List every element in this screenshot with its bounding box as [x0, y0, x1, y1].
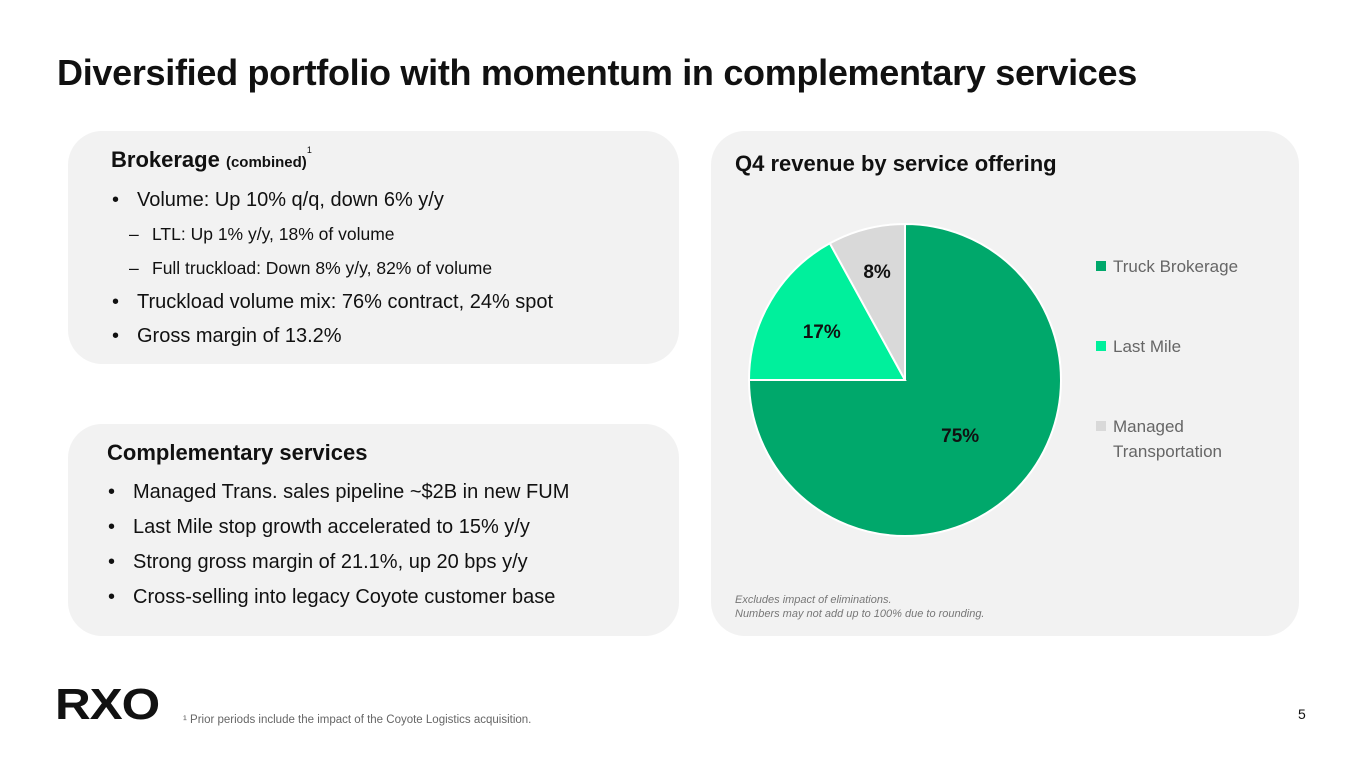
- data-label-last-mile: 17%: [803, 322, 841, 343]
- footnote: ¹ Prior periods include the impact of th…: [183, 714, 532, 726]
- page-title: Diversified portfolio with momentum in c…: [57, 52, 1137, 93]
- services-item-cross-selling: Cross-selling into legacy Coyote custome…: [108, 582, 569, 617]
- pie-slices: [747, 222, 1062, 537]
- brokerage-subitem-ltl: LTL: Up 1% y/y, 18% of volume: [112, 220, 553, 254]
- chart-legend: Truck Brokerage Last Mile Managed Transport…: [1096, 257, 1238, 461]
- pie-slice-truck-brokerage: [747, 222, 1062, 537]
- chart-title: Q4 revenue by service offering: [735, 151, 1057, 176]
- legend-label-last-mile: Last Mile: [1113, 337, 1181, 356]
- legend-swatch-truck-brokerage: [1096, 261, 1106, 271]
- legend-swatch-last-mile: [1096, 341, 1106, 351]
- brokerage-subitem-truckload: Full truckload: Down 8% y/y, 82% of volu…: [112, 254, 553, 288]
- legend-swatch-managed-transportation: [1096, 421, 1106, 431]
- brokerage-heading-label: Brokerage: [111, 147, 220, 172]
- pie-slice-last-mile: [747, 241, 907, 381]
- data-label-truck-brokerage: 75%: [941, 426, 979, 447]
- page-number: 5: [1298, 706, 1306, 722]
- legend-label-truck-brokerage: Truck Brokerage: [1113, 257, 1238, 276]
- pie-chart: Q4 revenue by service offering 75%17%8% …: [735, 151, 1238, 620]
- complementary-services-card: Complementary services Managed Trans. sa…: [68, 424, 679, 636]
- brokerage-list: Volume: Up 10% q/q, down 6% y/y LTL: Up …: [112, 186, 553, 356]
- legend-label-managed-transportation: Managed Transportation: [1113, 417, 1222, 461]
- pie-labels: 75% 17% 8%: [803, 262, 980, 447]
- brokerage-item-volume-mix: Truckload volume mix: 76% contract, 24% …: [112, 288, 553, 322]
- logo-text: RXO: [55, 683, 159, 723]
- brokerage-heading: Brokerage (combined)1: [111, 145, 312, 173]
- services-heading: Complementary services: [107, 440, 368, 465]
- footnote-marker: 1: [306, 145, 312, 155]
- brokerage-item-gross-margin: Gross margin of 13.2%: [112, 322, 553, 356]
- pie-slice-managed-transportation: [828, 222, 906, 381]
- services-item-gross-margin: Strong gross margin of 21.1%, up 20 bps …: [108, 547, 569, 582]
- data-label-managed-transportation: 8%: [863, 262, 891, 283]
- brokerage-heading-qualifier: (combined): [225, 154, 307, 171]
- brokerage-item-volume: Volume: Up 10% q/q, down 6% y/y: [112, 186, 553, 220]
- chart-card: Q4 revenue by service offering 75% 17% 8% …: [711, 131, 1299, 636]
- services-item-pipeline: Managed Trans. sales pipeline ~$2B in ne…: [108, 477, 569, 512]
- chart-note-eliminations: Excludes impact of eliminations.: [735, 594, 892, 606]
- rxo-logo: RXO: [55, 683, 160, 723]
- services-list: Managed Trans. sales pipeline ~$2B in ne…: [108, 477, 569, 617]
- chart-note-rounding: Numbers may not add up to 100% due to ro…: [735, 608, 985, 620]
- brokerage-card: Brokerage (combined)1 Volume: Up 10% q/q…: [68, 131, 679, 364]
- services-item-last-mile: Last Mile stop growth accelerated to 15%…: [108, 512, 569, 547]
